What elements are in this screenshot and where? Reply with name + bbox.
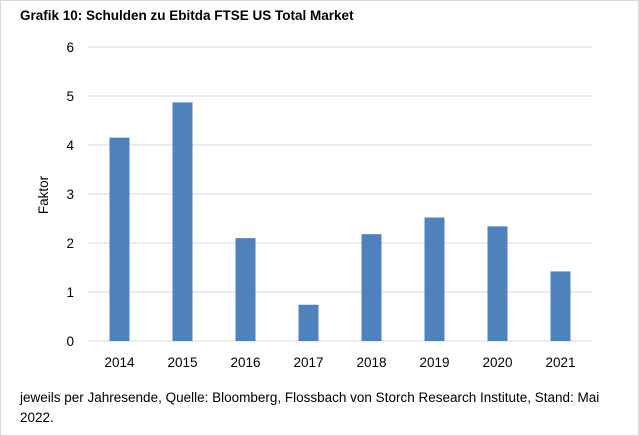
x-tick-label: 2018 [356,355,386,370]
y-axis-label: Faktor [36,175,51,214]
x-tick-label: 2015 [167,355,197,370]
x-axis-ticks: 2014 2015 2016 2017 2018 2019 2020 2021 [104,355,575,370]
bar-chart: 0 1 2 3 4 5 6 2014 2015 2016 2017 2018 2019 2020 2021… [36,40,592,370]
y-tick-label: 1 [66,285,74,300]
bar-2014 [109,137,130,341]
bars [109,102,571,342]
x-tick-label: 2014 [104,355,135,370]
x-tick-label: 2020 [482,355,512,370]
x-tick-label: 2017 [293,355,323,370]
bar-2017 [298,304,319,341]
source-note: jeweils per Jahresende, Quelle: Bloomber… [20,390,600,425]
bar-2019 [424,217,445,341]
y-tick-label: 6 [66,40,74,55]
bar-2021 [550,271,571,341]
y-tick-label: 3 [66,187,74,202]
y-tick-label: 2 [66,236,74,251]
bar-2018 [361,234,382,341]
bar-2015 [172,102,193,342]
gridlines [88,46,592,342]
y-tick-label: 4 [66,138,74,153]
bar-2020 [487,226,508,341]
y-axis-ticks: 0 1 2 3 4 5 6 [66,40,74,349]
x-tick-label: 2019 [419,355,449,370]
chart-title: Grafik 10: Schulden zu Ebitda FTSE US To… [20,8,354,23]
y-tick-label: 0 [66,334,74,349]
y-tick-label: 5 [66,89,74,104]
x-tick-label: 2021 [545,355,575,370]
x-tick-label: 2016 [230,355,260,370]
bar-2016 [235,238,256,341]
